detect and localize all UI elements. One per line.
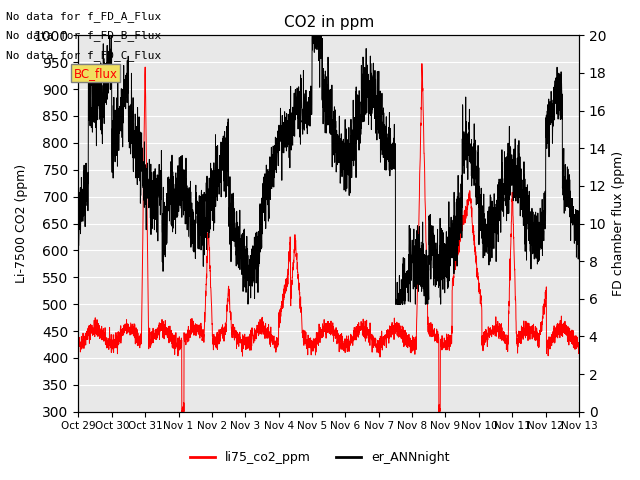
- li75_co2_ppm: [396, 326, 404, 332]
- li75_co2_ppm: [337, 333, 344, 339]
- Line: li75_co2_ppm: li75_co2_ppm: [79, 64, 579, 412]
- Text: No data for f_FD_A_Flux: No data for f_FD_A_Flux: [6, 11, 162, 22]
- Text: No data for f_FD_C_Flux: No data for f_FD_C_Flux: [6, 49, 162, 60]
- er_ANNnight: [419, 241, 426, 247]
- li75_co2_ppm: [418, 61, 426, 67]
- er_ANNnight: [396, 301, 404, 307]
- Text: No data for f_FD_B_Flux: No data for f_FD_B_Flux: [6, 30, 162, 41]
- er_ANNnight: [337, 157, 344, 163]
- li75_co2_ppm: [298, 312, 305, 317]
- er_ANNnight: [244, 301, 252, 307]
- Title: CO2 in ppm: CO2 in ppm: [284, 15, 374, 30]
- li75_co2_ppm: [178, 409, 186, 415]
- li75_co2_ppm: [419, 68, 426, 73]
- li75_co2_ppm: [575, 346, 583, 351]
- Text: BC_flux: BC_flux: [74, 67, 118, 80]
- Line: er_ANNnight: er_ANNnight: [79, 36, 579, 304]
- Y-axis label: FD chamber flux (ppm): FD chamber flux (ppm): [612, 151, 625, 296]
- er_ANNnight: [106, 33, 113, 38]
- er_ANNnight: [75, 236, 83, 241]
- er_ANNnight: [298, 106, 305, 112]
- er_ANNnight: [575, 220, 583, 226]
- li75_co2_ppm: [75, 339, 83, 345]
- li75_co2_ppm: [138, 278, 146, 284]
- Legend: li75_co2_ppm, er_ANNnight: li75_co2_ppm, er_ANNnight: [186, 446, 454, 469]
- Y-axis label: Li-7500 CO2 (ppm): Li-7500 CO2 (ppm): [15, 164, 28, 283]
- er_ANNnight: [294, 112, 301, 118]
- er_ANNnight: [138, 152, 146, 158]
- li75_co2_ppm: [293, 266, 301, 272]
